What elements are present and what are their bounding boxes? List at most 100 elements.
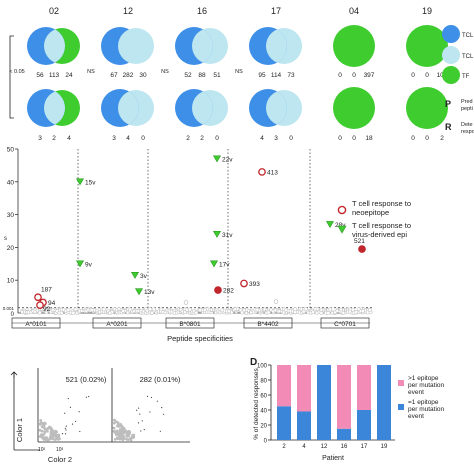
flow-event [117,432,121,436]
venn-top-4 [333,25,375,67]
venn-top-3 [249,27,302,65]
venn-count-left: 0 [338,135,342,142]
bg-point [37,310,42,315]
venn-overlap [266,90,287,126]
venn-top-0 [27,27,80,65]
flow-event [120,430,123,434]
patient-id: 04 [349,6,359,16]
bar-segment-single [337,428,351,440]
flow-event [115,429,119,433]
significance-label: NS [87,69,95,75]
flow-event [146,395,149,398]
venn-count-left: 52 [184,72,192,79]
flow-event [140,430,142,432]
flow-event [64,412,66,414]
y-tick-label: 50 [7,147,15,154]
flow-event [121,425,124,429]
flow-event [112,421,116,425]
flow-event [40,429,44,433]
bar-legend-text: >1 epitope [408,375,439,382]
flow-event [40,425,44,429]
venn-count-left: 0 [411,72,415,79]
row-label-text: pepti [461,106,473,112]
venn-count-left: 0 [338,72,342,79]
row-label-text: Dete [461,122,473,128]
flow-panel: 521 (0.02%) [38,375,107,442]
scatter-axes [15,148,372,314]
virus-epitope-point [325,221,335,229]
venn-overlap [44,90,65,126]
venn-count-left: 3 [38,135,42,142]
flow-event [115,431,119,435]
bar-x-tick: 4 [302,444,306,450]
neoepitope-label: 521 [354,238,365,245]
venn-count-mid: 88 [198,72,206,79]
bar-segment-single [277,406,291,440]
venn-count-mid: 2 [200,135,204,142]
legend-swatch-single [398,404,404,410]
virus-epitope-point [212,155,222,163]
flow-event [113,418,116,422]
significance-label: < 0.05 [9,69,24,75]
flow-event [156,400,159,402]
patient-id: 17 [271,6,281,16]
venn-count-right: 30 [139,72,147,79]
bar-legend-text: per mutation [408,406,445,413]
bg-point [328,307,333,312]
flow-event [117,430,121,434]
neoepitope-point [214,286,222,294]
flow-event [49,431,53,435]
significance-label: NS [161,69,169,75]
venn-top-1 [101,27,154,65]
flow-event [41,433,45,437]
bar-segment-multi [337,365,351,429]
flow-panel-label: 521 (0.02%) [66,375,107,384]
row-label-letter: P [445,99,451,109]
y-tick-label: 0.001 [3,306,15,311]
neoepitope-label: 94 [48,300,56,307]
venn-bottom-2 [175,89,228,127]
bar-x-tick: 16 [341,444,348,450]
legend-label: TF [462,74,470,80]
virus-epitope-point [209,260,219,268]
bg-point [71,311,76,315]
flow-event [50,434,53,438]
legend-swatch-multi [398,380,404,386]
venn-circle-tf [333,25,375,67]
legend-text: T cell response to [352,199,411,208]
group-label: B*0801 [179,321,201,328]
group-label: A*0101 [25,321,47,328]
patient-id: 02 [49,6,59,16]
bg-point [183,300,189,305]
legend-label: TCL [462,33,474,39]
venn-count-right: 2 [440,135,444,142]
x-axis-label: Peptide specificities [167,334,233,343]
legend-text: virus-derived epi [352,230,407,239]
bg-point [266,310,271,315]
legend-swatch [442,46,460,64]
bg-point [148,307,153,312]
virus-epitope-point [130,271,140,279]
bar-legend-text: =1 epitope [408,399,439,406]
venn-count-mid: 113 [49,72,60,79]
bar-y-tick: 60 [260,393,267,399]
flow-event [125,433,129,437]
virus-epitope-label: 15v [85,179,96,186]
venn-bottom-5 [406,87,448,129]
bg-point [102,307,106,312]
flow-event [141,420,143,422]
flow-event [42,437,46,441]
bar-x-tick: 19 [381,444,388,450]
flow-event [124,429,128,433]
bar-segment-multi [357,365,371,410]
flow-event [71,423,74,425]
virus-epitope-label: 28v [335,222,346,229]
flow-event [64,433,67,435]
venn-circle-tf [333,87,375,129]
flow-event [126,430,130,434]
bar-y-label: % of detected responses [253,367,260,439]
bar-y-tick: 0 [264,438,268,444]
bg-point [152,307,157,312]
y-tick-label: 40 [7,179,15,186]
flow-event [138,407,140,409]
